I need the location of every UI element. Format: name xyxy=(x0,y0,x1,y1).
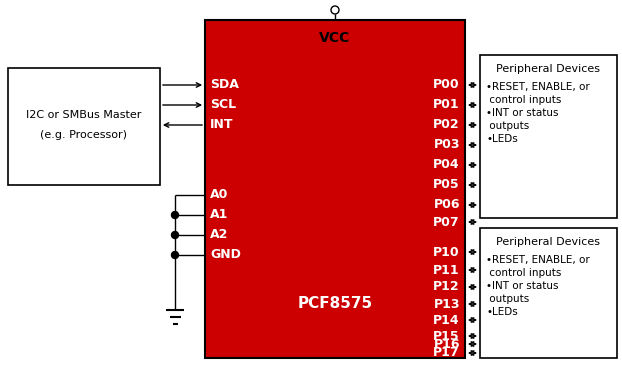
Text: •LEDs: •LEDs xyxy=(486,307,518,317)
Text: I2C or SMBus Master: I2C or SMBus Master xyxy=(26,110,142,120)
Text: •INT or status: •INT or status xyxy=(486,108,559,118)
Text: SDA: SDA xyxy=(210,78,239,92)
Text: PCF8575: PCF8575 xyxy=(297,296,373,310)
Text: outputs: outputs xyxy=(486,121,529,131)
Text: P16: P16 xyxy=(434,338,460,351)
Text: P01: P01 xyxy=(434,99,460,111)
Text: P05: P05 xyxy=(434,178,460,192)
Text: Peripheral Devices: Peripheral Devices xyxy=(496,237,600,247)
Text: P04: P04 xyxy=(434,159,460,171)
Text: P13: P13 xyxy=(434,297,460,310)
Text: P07: P07 xyxy=(434,216,460,228)
Circle shape xyxy=(172,211,179,219)
Text: A1: A1 xyxy=(210,209,228,222)
Text: P00: P00 xyxy=(434,78,460,92)
Text: control inputs: control inputs xyxy=(486,268,562,278)
Text: •INT or status: •INT or status xyxy=(486,281,559,291)
Text: •LEDs: •LEDs xyxy=(486,134,518,144)
Text: VCC: VCC xyxy=(319,31,351,45)
Text: P06: P06 xyxy=(434,198,460,211)
Circle shape xyxy=(172,252,179,258)
Text: outputs: outputs xyxy=(486,294,529,304)
Text: •RESET, ENABLE, or: •RESET, ENABLE, or xyxy=(486,82,590,92)
Text: GND: GND xyxy=(210,249,241,261)
Text: P17: P17 xyxy=(434,346,460,360)
Bar xyxy=(205,20,465,358)
Text: •RESET, ENABLE, or: •RESET, ENABLE, or xyxy=(486,255,590,265)
Bar xyxy=(480,55,617,218)
Text: P14: P14 xyxy=(434,314,460,327)
Text: P15: P15 xyxy=(434,330,460,342)
Text: control inputs: control inputs xyxy=(486,95,562,105)
Text: A0: A0 xyxy=(210,189,228,201)
Text: A2: A2 xyxy=(210,228,228,242)
Text: P03: P03 xyxy=(434,138,460,152)
Text: P02: P02 xyxy=(434,118,460,132)
Text: SCL: SCL xyxy=(210,99,236,111)
Bar xyxy=(8,68,160,185)
Text: Peripheral Devices: Peripheral Devices xyxy=(496,64,600,74)
Text: INT: INT xyxy=(210,118,233,132)
Text: P11: P11 xyxy=(434,264,460,276)
Text: (e.g. Processor): (e.g. Processor) xyxy=(40,129,128,140)
Text: P12: P12 xyxy=(434,280,460,294)
Bar xyxy=(480,228,617,358)
Circle shape xyxy=(172,231,179,238)
Text: P10: P10 xyxy=(434,246,460,258)
